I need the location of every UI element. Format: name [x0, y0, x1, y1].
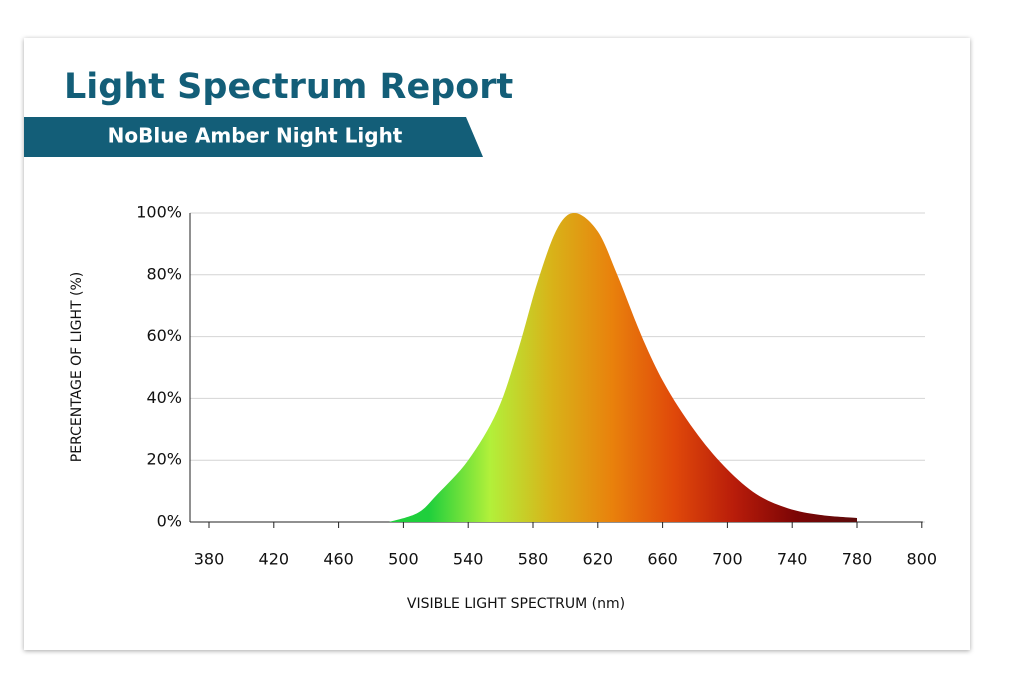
x-axis-title: VISIBLE LIGHT SPECTRUM (nm) [407, 596, 625, 612]
x-tick-label: 660 [647, 550, 678, 569]
y-tick-label: 100% [136, 203, 182, 222]
x-tick-label: 800 [907, 550, 938, 569]
chart-subtitle: NoBlue Amber Night Light [108, 124, 403, 148]
x-tick-label: 620 [583, 550, 614, 569]
y-tick-label: 40% [146, 388, 182, 407]
x-tick-label: 780 [842, 550, 873, 569]
chart-title: Light Spectrum Report [64, 67, 513, 107]
y-tick-label: 60% [146, 326, 182, 345]
y-tick-label: 80% [146, 264, 182, 283]
x-tick-label: 540 [453, 550, 484, 569]
y-tick-label: 0% [157, 512, 182, 531]
x-tick-label: 460 [323, 550, 354, 569]
x-tick-label: 420 [259, 550, 290, 569]
y-axis-title: PERCENTAGE OF LIGHT (%) [69, 272, 85, 462]
subtitle-banner [24, 117, 483, 157]
y-tick-label: 20% [146, 450, 182, 469]
x-tick-label: 740 [777, 550, 808, 569]
x-tick-label: 500 [388, 550, 419, 569]
x-tick-label: 380 [194, 550, 225, 569]
x-tick-label: 580 [518, 550, 549, 569]
spectrum-area [388, 212, 857, 523]
x-tick-label: 700 [712, 550, 743, 569]
